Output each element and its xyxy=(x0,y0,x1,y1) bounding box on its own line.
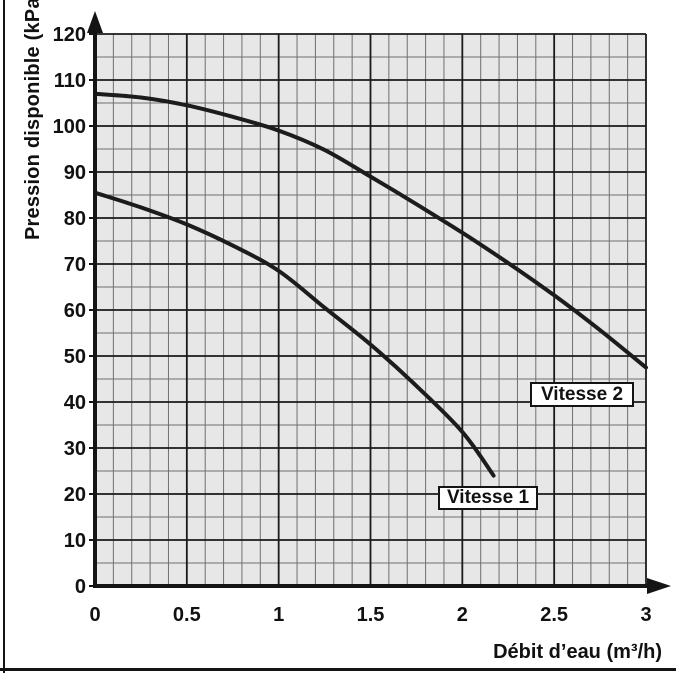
x-tick-label: 0.5 xyxy=(173,604,201,626)
x-tick-label: 2 xyxy=(457,604,468,626)
vitesse-1-label: Vitesse 1 xyxy=(438,486,538,510)
x-tick-label: 2.5 xyxy=(540,604,568,626)
vitesse-1-curve xyxy=(93,190,496,478)
y-tick-label: 40 xyxy=(64,392,86,414)
y-tick-label: 50 xyxy=(64,346,86,368)
x-axis-title: Débit d’eau (m³/h) xyxy=(493,641,662,663)
y-tick-label: 10 xyxy=(64,530,86,552)
x-axis-arrow-icon xyxy=(647,578,671,594)
y-tick-label: 80 xyxy=(64,208,86,230)
y-tick-label: 70 xyxy=(64,254,86,276)
y-tick-label: 110 xyxy=(54,70,86,92)
y-tick-label: 20 xyxy=(64,484,86,506)
vitesse-2-label: Vitesse 2 xyxy=(530,382,634,407)
x-tick-label: 1 xyxy=(273,604,284,626)
x-tick-label: 1.5 xyxy=(357,604,385,626)
y-tick-label: 100 xyxy=(53,116,86,138)
y-axis-arrow-icon xyxy=(87,11,103,33)
page-border-left xyxy=(3,0,5,673)
y-tick-label: 120 xyxy=(53,24,86,46)
page-border-bottom xyxy=(0,668,676,671)
y-tick-label: 90 xyxy=(64,162,86,184)
y-tick-label: 60 xyxy=(64,300,86,322)
x-tick-label: 3 xyxy=(640,604,651,626)
vitesse-2-curve xyxy=(93,91,648,370)
y-tick-label: 0 xyxy=(75,576,86,598)
y-axis-title: Pression disponible (kPa) xyxy=(22,0,44,240)
x-tick-label: 0 xyxy=(89,604,100,626)
y-tick-label: 30 xyxy=(64,438,86,460)
